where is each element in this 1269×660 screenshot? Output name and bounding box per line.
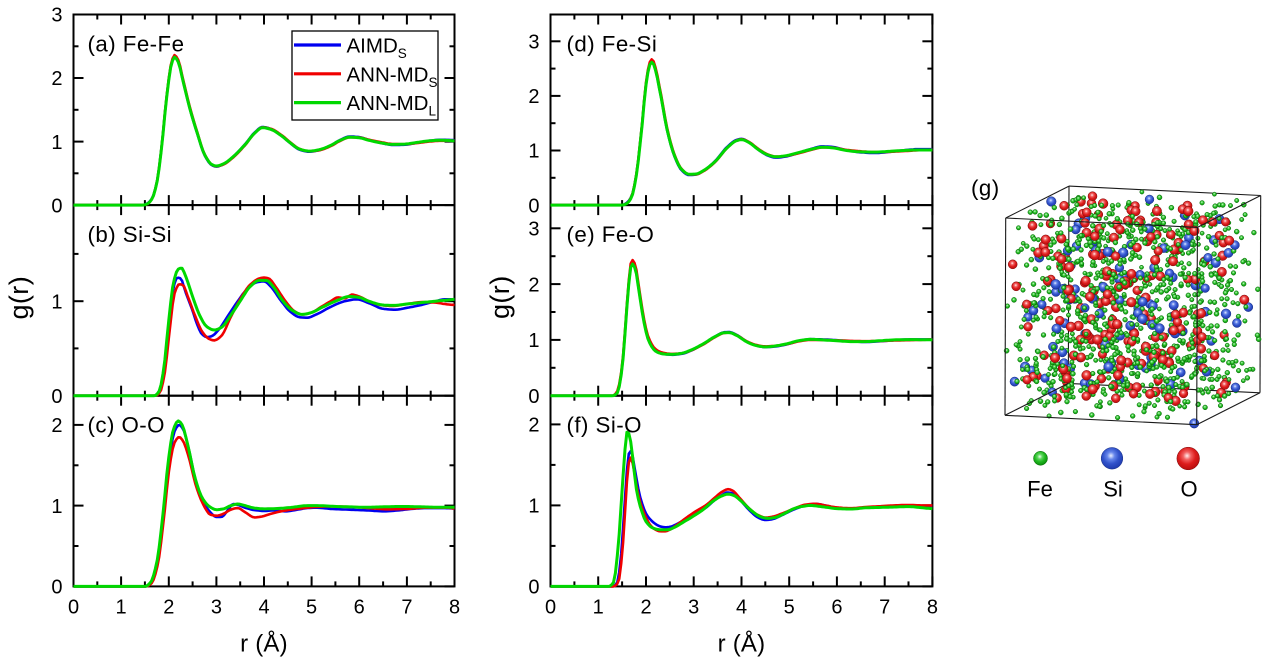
svg-text:0: 0 [51,386,62,408]
svg-text:2: 2 [528,274,539,296]
svg-text:3: 3 [528,32,539,54]
svg-text:8: 8 [449,597,460,619]
svg-text:3: 3 [688,597,699,619]
svg-text:3: 3 [211,597,222,619]
svg-text:6: 6 [831,597,842,619]
svg-text:g(r): g(r) [4,276,34,320]
svg-text:(d) Fe-Si: (d) Fe-Si [567,32,658,57]
svg-text:1: 1 [116,597,127,619]
svg-text:r (Å): r (Å) [240,630,288,658]
svg-text:1: 1 [51,132,62,154]
svg-text:0: 0 [528,577,539,599]
svg-text:7: 7 [401,597,412,619]
svg-text:2: 2 [528,86,539,108]
svg-text:AIMDS: AIMDS [347,35,407,62]
svg-text:1: 1 [528,496,539,518]
svg-text:(b) Si-Si: (b) Si-Si [88,222,173,247]
svg-text:(g): (g) [971,176,1000,201]
svg-text:Si: Si [1103,477,1123,502]
svg-text:r (Å): r (Å) [718,630,766,658]
svg-text:2: 2 [640,597,651,619]
svg-text:Fe: Fe [1027,477,1053,502]
svg-text:ANN-MDL: ANN-MDL [347,92,437,119]
svg-text:2: 2 [163,597,174,619]
svg-text:0: 0 [528,386,539,408]
svg-text:8: 8 [927,597,938,619]
svg-text:(f) Si-O: (f) Si-O [567,413,642,438]
svg-text:(a) Fe-Fe: (a) Fe-Fe [88,32,185,57]
svg-text:0: 0 [545,597,556,619]
svg-text:g(r): g(r) [485,275,515,319]
svg-text:0: 0 [528,195,539,217]
svg-text:1: 1 [528,141,539,163]
svg-text:4: 4 [736,597,747,619]
svg-text:0: 0 [68,597,79,619]
svg-text:0: 0 [51,195,62,217]
svg-text:7: 7 [879,597,890,619]
svg-text:2: 2 [528,415,539,437]
svg-text:2: 2 [51,415,62,437]
svg-text:5: 5 [784,597,795,619]
svg-text:1: 1 [51,291,62,313]
svg-text:3: 3 [51,5,62,27]
svg-text:O: O [1180,477,1197,502]
svg-text:ANN-MDS: ANN-MDS [347,63,438,90]
svg-text:1: 1 [51,496,62,518]
svg-text:3: 3 [528,219,539,241]
svg-text:1: 1 [593,597,604,619]
svg-text:5: 5 [306,597,317,619]
svg-text:4: 4 [258,597,269,619]
svg-text:(c) O-O: (c) O-O [88,413,165,438]
svg-text:6: 6 [354,597,365,619]
svg-text:0: 0 [51,577,62,599]
svg-text:1: 1 [528,330,539,352]
svg-text:(e) Fe-O: (e) Fe-O [567,222,655,247]
svg-text:2: 2 [51,68,62,90]
